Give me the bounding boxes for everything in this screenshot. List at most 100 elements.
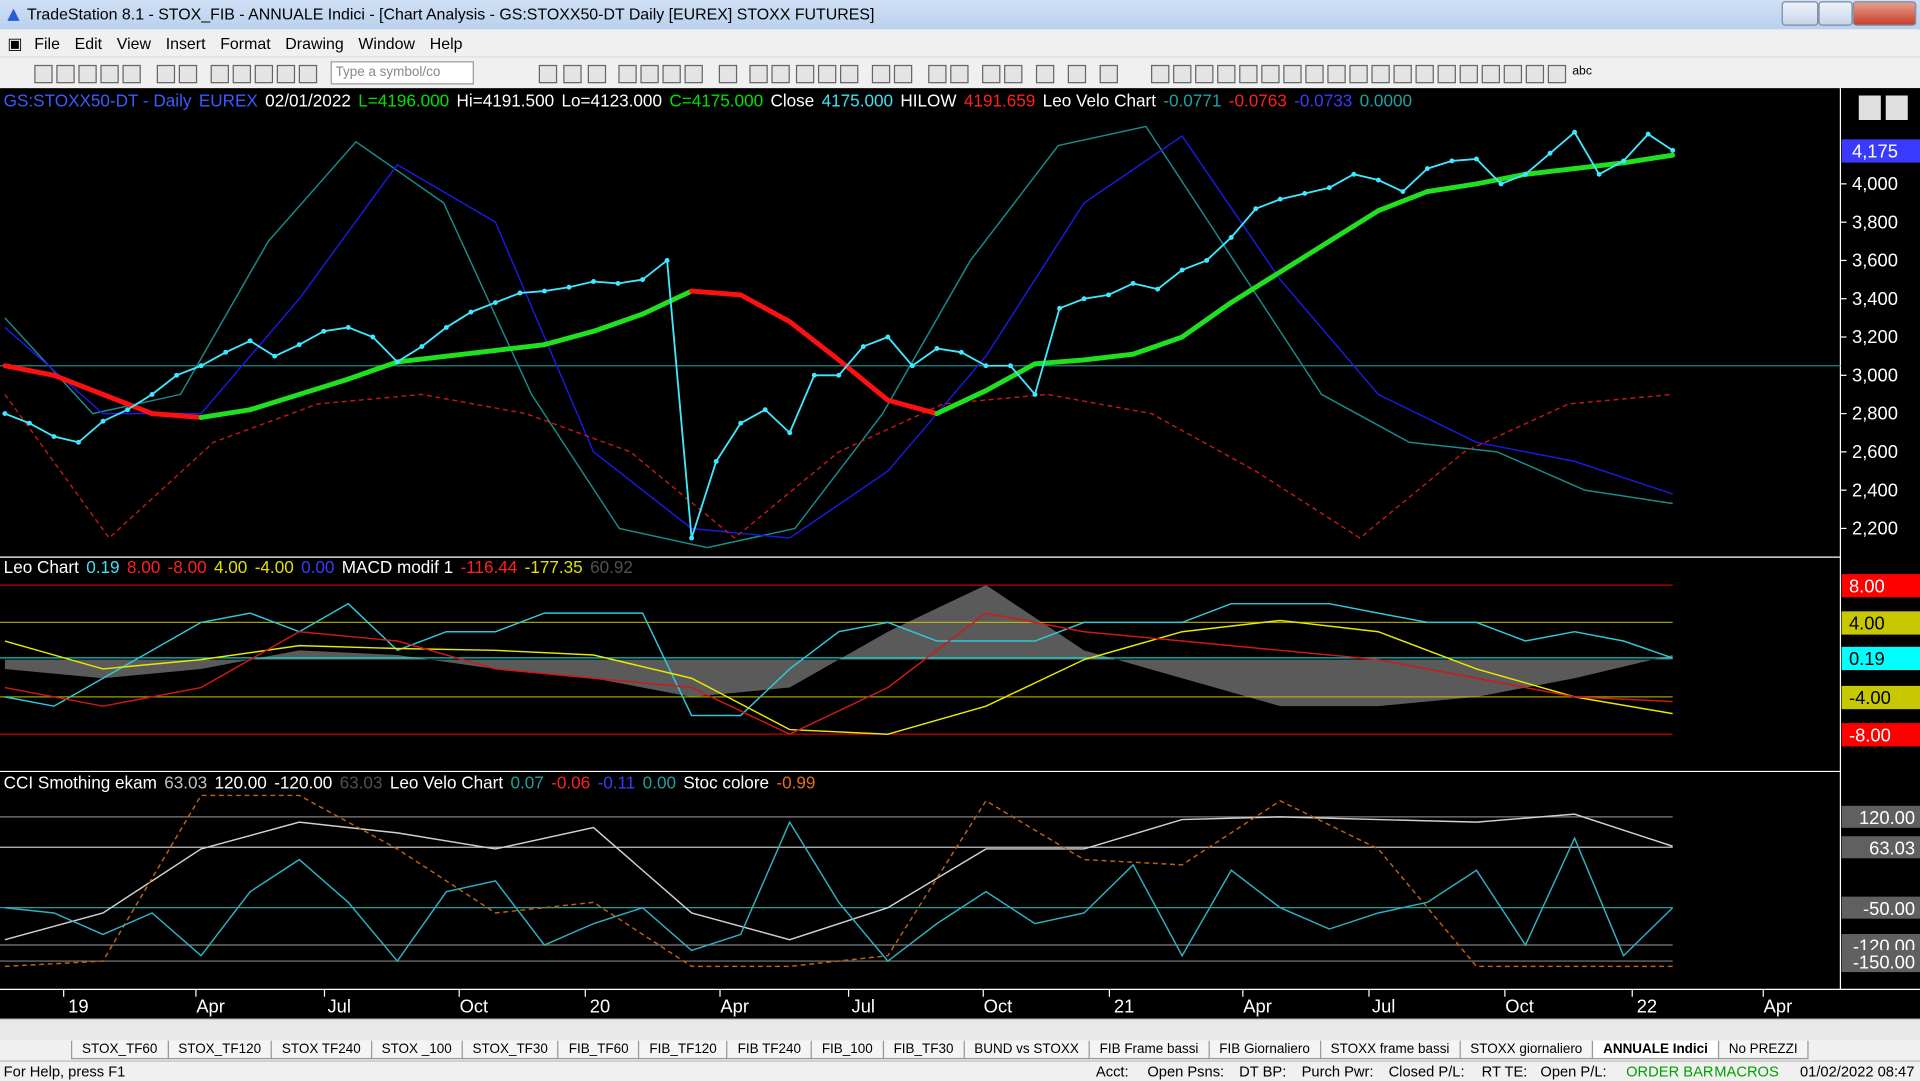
tab[interactable]: STOX _100 [370, 1040, 463, 1060]
x-tick-label: Jul [852, 996, 875, 1017]
toolbar-button[interactable] [78, 64, 97, 84]
toolbar-button[interactable] [298, 64, 318, 84]
menu-item[interactable]: Insert [165, 34, 206, 53]
toolbar-button[interactable] [1305, 64, 1324, 84]
scrollbar[interactable] [0, 1018, 1920, 1040]
toolbar-button[interactable] [178, 64, 198, 84]
menu-item[interactable]: Format [220, 34, 271, 53]
menu-item[interactable]: Window [358, 34, 416, 53]
menu-item[interactable]: View [116, 34, 151, 53]
toolbar-button[interactable] [1547, 64, 1567, 84]
tab[interactable]: No PREZZI [1717, 1040, 1809, 1060]
price-dot [1547, 150, 1553, 156]
toolbar-button[interactable] [210, 64, 229, 84]
toolbar-button[interactable] [1261, 64, 1280, 84]
average-segment [983, 361, 1038, 394]
toolbar-button[interactable] [1004, 64, 1023, 84]
symbol-input[interactable]: Type a symbol/co [330, 61, 474, 85]
price-dot [125, 407, 130, 413]
toolbar-button[interactable] [1503, 64, 1523, 84]
toolbar-button[interactable] [1393, 64, 1412, 84]
tab[interactable]: FIB TF240 [726, 1040, 813, 1060]
tab[interactable]: STOXX frame bassi [1319, 1040, 1461, 1060]
toolbar-button[interactable] [1099, 64, 1118, 84]
toolbar-button[interactable] [640, 64, 659, 84]
toolbar-button[interactable] [749, 64, 768, 84]
average-segment [247, 391, 302, 413]
toolbar-button[interactable] [928, 64, 947, 84]
toolbar-button[interactable] [795, 64, 815, 84]
menu-item[interactable]: Help [429, 34, 463, 53]
toolbar-button[interactable] [982, 64, 1001, 84]
tab[interactable]: FIB_TF60 [557, 1040, 640, 1060]
toolbar-button[interactable] [618, 64, 637, 84]
tab[interactable]: STOX_TF30 [461, 1040, 559, 1060]
toolbar-button[interactable] [1415, 64, 1434, 84]
toolbar-button[interactable] [1173, 64, 1192, 84]
toolbar-button[interactable] [122, 64, 141, 84]
toolbar-button[interactable] [1459, 64, 1478, 84]
toolbar-button[interactable] [1349, 64, 1368, 84]
tab[interactable]: FIB_TF120 [638, 1040, 728, 1060]
price-dot [247, 338, 253, 344]
menu-item[interactable]: File [34, 34, 60, 53]
pane-button[interactable] [1858, 95, 1881, 121]
toolbar-button[interactable] [840, 64, 859, 84]
toolbar-button[interactable] [1151, 64, 1170, 84]
toolbar-button[interactable] [34, 64, 53, 84]
tab[interactable]: FIB_100 [810, 1040, 884, 1060]
menu-item[interactable]: Drawing [285, 34, 344, 53]
toolbar-button[interactable] [1327, 64, 1346, 84]
toolbar-button[interactable] [232, 64, 252, 84]
help-text: For Help, press F1 [3, 1062, 126, 1081]
toolbar-button[interactable] [538, 64, 558, 84]
tab[interactable]: FIB Frame bassi [1088, 1040, 1210, 1060]
toolbar-button[interactable] [1437, 64, 1456, 84]
tab[interactable]: FIB_TF30 [882, 1040, 965, 1060]
toolbar-button[interactable] [1371, 64, 1390, 84]
toolbar-button[interactable] [893, 64, 913, 84]
toolbar-button[interactable] [684, 64, 703, 84]
toolbar-button[interactable] [1217, 64, 1236, 84]
toolbar-button[interactable] [1525, 64, 1545, 84]
toolbar-button[interactable] [56, 64, 75, 84]
minimize-button[interactable] [1781, 1, 1819, 26]
menu-item[interactable]: Edit [74, 34, 103, 53]
toolbar-button[interactable] [662, 64, 681, 84]
tab[interactable]: STOXX giornaliero [1459, 1040, 1594, 1060]
toolbar-button[interactable] [817, 64, 837, 84]
tab[interactable]: STOX TF240 [270, 1040, 372, 1060]
toolbar-button[interactable] [1283, 64, 1302, 84]
macros[interactable]: MACROS [1714, 1062, 1779, 1081]
toolbar-button[interactable] [587, 64, 607, 84]
toolbar-button[interactable] [871, 64, 891, 84]
indicator-line [4, 612, 1673, 736]
order-bar[interactable]: ORDER BAR [1626, 1062, 1714, 1081]
toolbar-button[interactable] [1239, 64, 1258, 84]
price-dot [934, 346, 940, 351]
tab[interactable]: STOX_TF60 [71, 1040, 169, 1060]
toolbar-button[interactable] [276, 64, 296, 84]
header-item: GS:STOXX50-DT - Daily [4, 91, 192, 111]
toolbar-button[interactable] [1067, 64, 1087, 84]
tab[interactable]: ANNUALE Indici [1592, 1040, 1719, 1060]
toolbar-button[interactable] [1035, 64, 1055, 84]
toolbar-button[interactable] [718, 64, 738, 84]
toolbar-button[interactable] [563, 64, 582, 84]
price-dot [689, 535, 695, 541]
toolbar-button[interactable] [1481, 64, 1501, 84]
toolbar-button[interactable] [771, 64, 790, 84]
level-box [1841, 611, 1920, 635]
toolbar-button[interactable] [1195, 64, 1214, 84]
toolbar-button[interactable] [156, 64, 176, 84]
toolbar-button[interactable] [950, 64, 969, 84]
tab[interactable]: STOX_TF120 [167, 1040, 273, 1060]
tab[interactable]: BUND vs STOXX [963, 1040, 1090, 1060]
tab[interactable]: FIB Giornaliero [1208, 1040, 1321, 1060]
maximize-button[interactable] [1818, 1, 1853, 26]
toolbar-button[interactable] [100, 64, 119, 84]
close-button[interactable] [1852, 1, 1917, 26]
pane-button[interactable] [1885, 95, 1908, 121]
toolbar-button[interactable] [254, 64, 274, 84]
level-box [1841, 723, 1920, 747]
